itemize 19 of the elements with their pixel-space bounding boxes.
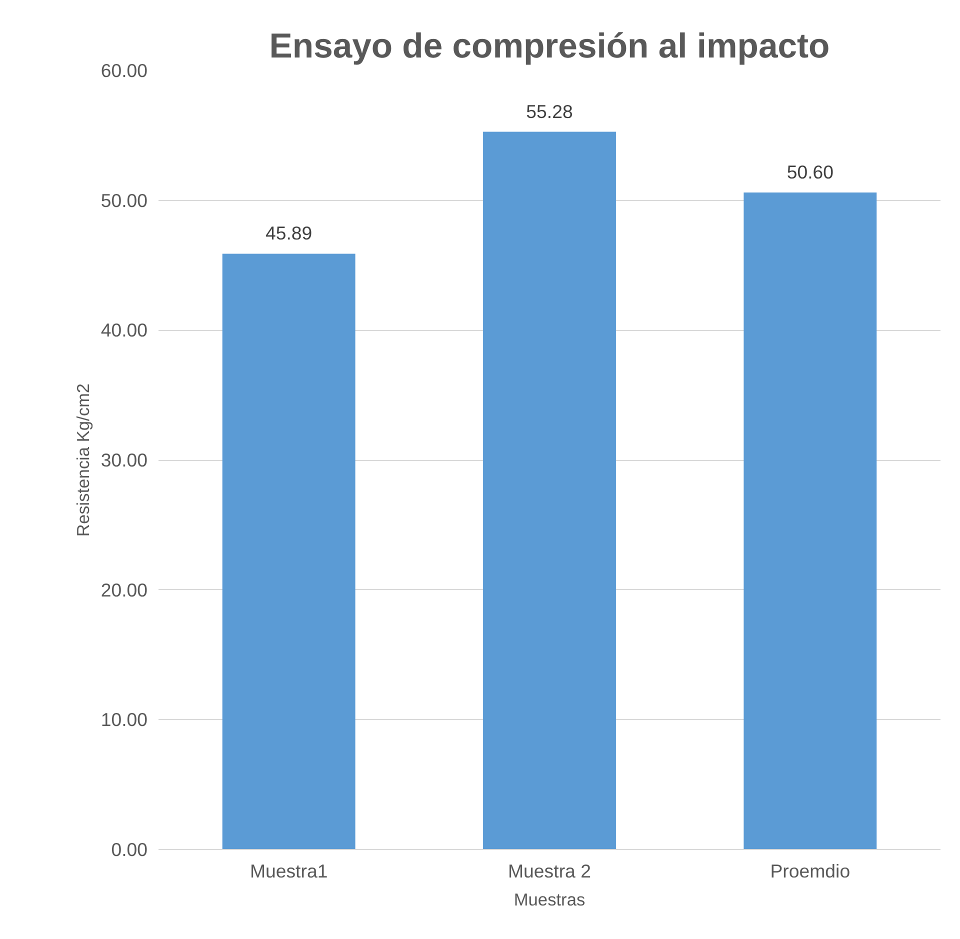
x-tick-label: Proemdio xyxy=(770,860,850,882)
data-label: 50.60 xyxy=(786,162,834,183)
y-tick-label: 0.00 xyxy=(111,839,148,860)
x-tick-label: Muestra 2 xyxy=(508,860,591,882)
bar xyxy=(744,192,877,850)
y-tick-label: 60.00 xyxy=(100,60,148,81)
x-tick-label: Muestra1 xyxy=(250,860,328,882)
y-tick-label: 40.00 xyxy=(100,320,148,341)
y-tick-label: 20.00 xyxy=(100,579,148,600)
bar xyxy=(483,132,616,850)
y-tick-label: 10.00 xyxy=(100,709,148,730)
x-axis-title: Muestras xyxy=(514,890,586,910)
y-tick-label: 50.00 xyxy=(100,190,148,211)
data-label: 55.28 xyxy=(526,100,573,122)
chart-title: Ensayo de compresión al impacto xyxy=(269,28,830,66)
data-label: 45.89 xyxy=(265,222,312,244)
bar xyxy=(222,254,356,850)
y-tick-label: 30.00 xyxy=(100,450,148,470)
y-axis-title: Resistencia Kg/cm2 xyxy=(72,383,93,537)
